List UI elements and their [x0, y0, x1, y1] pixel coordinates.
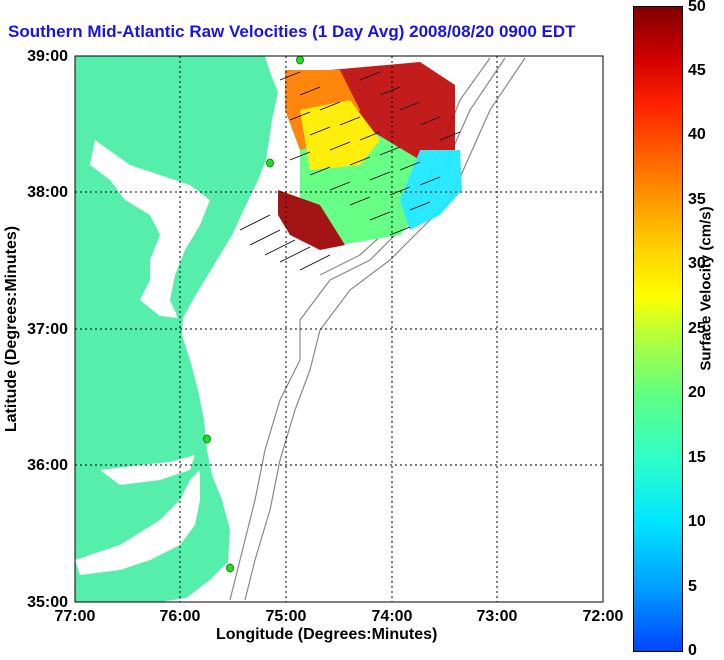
grid-lines: [75, 56, 603, 602]
x-axis-title: Longitude (Degrees:Minutes): [216, 626, 438, 643]
ytick-label: 38:00: [27, 184, 68, 201]
colorbar-tick: 45: [688, 62, 706, 79]
colorbar-tick: 35: [688, 191, 706, 208]
map-title: Southern Mid-Atlantic Raw Velocities (1 …: [8, 22, 576, 41]
velocity-patch-cyan: [400, 150, 462, 230]
velocity-patch-darkred: [278, 190, 345, 250]
colorbar-tick: 10: [688, 513, 706, 530]
plot-frame: [74, 55, 604, 603]
colorbar-tick: 5: [688, 578, 697, 595]
y-axis-title: Latitude (Degrees:Minutes): [3, 225, 20, 433]
colorbar-tick: 50: [688, 0, 706, 15]
xtick-label: 73:00: [476, 608, 518, 625]
colorbar: [633, 6, 683, 652]
velocity-vectors: [239, 71, 461, 271]
colorbar-tick: 0: [688, 642, 697, 659]
chesapeake-bay: [90, 140, 210, 318]
xtick-label: 72:00: [582, 608, 624, 625]
colorbar-tick: 30: [688, 255, 706, 272]
xtick-label: 76:00: [159, 608, 201, 625]
colorbar-tick: 15: [688, 449, 706, 466]
xtick-label: 74:00: [371, 608, 413, 625]
ytick-label: 39:00: [27, 48, 68, 65]
bay-island: [75, 470, 200, 575]
ytick-label: 37:00: [27, 321, 68, 338]
colorbar-tick: 25: [688, 320, 706, 337]
ytick-label: 35:00: [27, 594, 68, 611]
colorbar-title: Surface Velocity (cm/s): [697, 206, 715, 371]
colorbar-tick: 20: [688, 384, 706, 401]
station-markers: [203, 55, 304, 573]
xtick-label: 75:00: [265, 608, 307, 625]
sound: [100, 455, 195, 485]
ytick-label: 36:00: [27, 457, 68, 474]
velocity-patch-yellow: [300, 100, 380, 170]
xtick-label: 77:00: [54, 608, 96, 625]
colorbar-tick: 40: [688, 126, 706, 143]
